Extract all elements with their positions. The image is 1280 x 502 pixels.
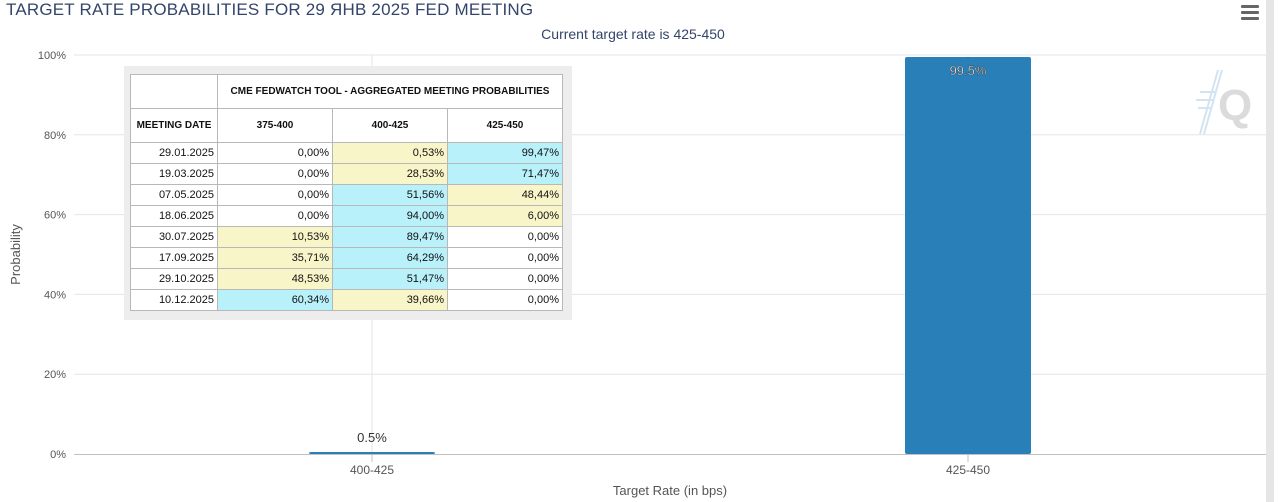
y-tick-label: 0%: [50, 449, 66, 461]
table-row: 29.01.2025 0,00% 0,53% 99,47%: [130, 142, 563, 164]
probability-cell: 51,47%: [332, 268, 448, 290]
probability-cell: 51,56%: [332, 184, 448, 206]
chart-subtitle: Current target rate is 425-450: [541, 26, 725, 42]
probability-cell: 71,47%: [447, 163, 563, 185]
rate-header: 425-450: [447, 108, 563, 143]
data-label: 99.5%: [950, 63, 987, 78]
meeting-date-cell: 30.07.2025: [130, 226, 218, 248]
fedwatch-probability-table: CME FEDWATCH TOOL - AGGREGATED MEETING P…: [130, 74, 563, 311]
probability-cell: 60,34%: [217, 289, 333, 311]
watermark-logo: Q: [1196, 69, 1252, 135]
y-tick-label: 80%: [44, 130, 66, 142]
data-label: 0.5%: [357, 430, 387, 445]
bar: [309, 452, 435, 454]
meeting-date-header: MEETING DATE: [130, 108, 218, 143]
probability-cell: 0,00%: [447, 268, 563, 290]
rate-header: 400-425: [332, 108, 448, 143]
chart-right-border: [1266, 0, 1274, 502]
rate-header: 375-400: [217, 108, 333, 143]
probability-cell: 0,00%: [217, 205, 333, 227]
x-tick-label: 425-450: [946, 463, 990, 477]
probability-cell: 64,29%: [332, 247, 448, 269]
probability-cell: 28,53%: [332, 163, 448, 185]
y-tick-label: 20%: [44, 369, 66, 381]
fedwatch-table-panel: CME FEDWATCH TOOL - AGGREGATED MEETING P…: [124, 66, 572, 320]
probability-cell: 0,00%: [217, 163, 333, 185]
meeting-date-cell: 10.12.2025: [130, 289, 218, 311]
meeting-date-cell: 17.09.2025: [130, 247, 218, 269]
probability-cell: 0,00%: [447, 226, 563, 248]
y-tick-label: 40%: [44, 289, 66, 301]
y-tick-label: 60%: [44, 210, 66, 222]
probability-cell: 94,00%: [332, 205, 448, 227]
chart-title: TARGET RATE PROBABILITIES FOR 29 ЯНВ 202…: [6, 0, 534, 19]
table-row: 18.06.2025 0,00% 94,00% 6,00%: [130, 205, 563, 227]
probability-cell: 6,00%: [447, 205, 563, 227]
probability-cell: 48,53%: [217, 268, 333, 290]
probability-cell: 48,44%: [447, 184, 563, 206]
probability-cell: 0,00%: [217, 184, 333, 206]
table-corner-cell: [130, 74, 218, 109]
table-row: 07.05.2025 0,00% 51,56% 48,44%: [130, 184, 563, 206]
probability-cell: 0,00%: [447, 247, 563, 269]
meeting-date-cell: 29.10.2025: [130, 268, 218, 290]
probability-cell: 99,47%: [447, 142, 563, 164]
probability-cell: 10,53%: [217, 226, 333, 248]
probability-cell: 0,53%: [332, 142, 448, 164]
table-title: CME FEDWATCH TOOL - AGGREGATED MEETING P…: [217, 74, 563, 109]
table-row: 10.12.2025 60,34% 39,66% 0,00%: [130, 289, 563, 311]
probability-cell: 0,00%: [217, 142, 333, 164]
x-axis-title: Target Rate (in bps): [613, 483, 727, 498]
y-tick-label: 100%: [38, 50, 66, 62]
meeting-date-cell: 07.05.2025: [130, 184, 218, 206]
hamburger-menu-icon[interactable]: [1241, 5, 1259, 21]
meeting-date-cell: 29.01.2025: [130, 142, 218, 164]
probability-cell: 0,00%: [447, 289, 563, 311]
table-row: 30.07.2025 10,53% 89,47% 0,00%: [130, 226, 563, 248]
table-row: 19.03.2025 0,00% 28,53% 71,47%: [130, 163, 563, 185]
table-row: 29.10.2025 48,53% 51,47% 0,00%: [130, 268, 563, 290]
probability-cell: 39,66%: [332, 289, 448, 311]
bar: [905, 56, 1031, 455]
x-tick-label: 400-425: [350, 463, 394, 477]
y-axis-title: Probability: [8, 224, 23, 285]
probability-cell: 89,47%: [332, 226, 448, 248]
probability-cell: 35,71%: [217, 247, 333, 269]
meeting-date-cell: 18.06.2025: [130, 205, 218, 227]
meeting-date-cell: 19.03.2025: [130, 163, 218, 185]
table-row: 17.09.2025 35,71% 64,29% 0,00%: [130, 247, 563, 269]
svg-text:Q: Q: [1218, 81, 1252, 130]
